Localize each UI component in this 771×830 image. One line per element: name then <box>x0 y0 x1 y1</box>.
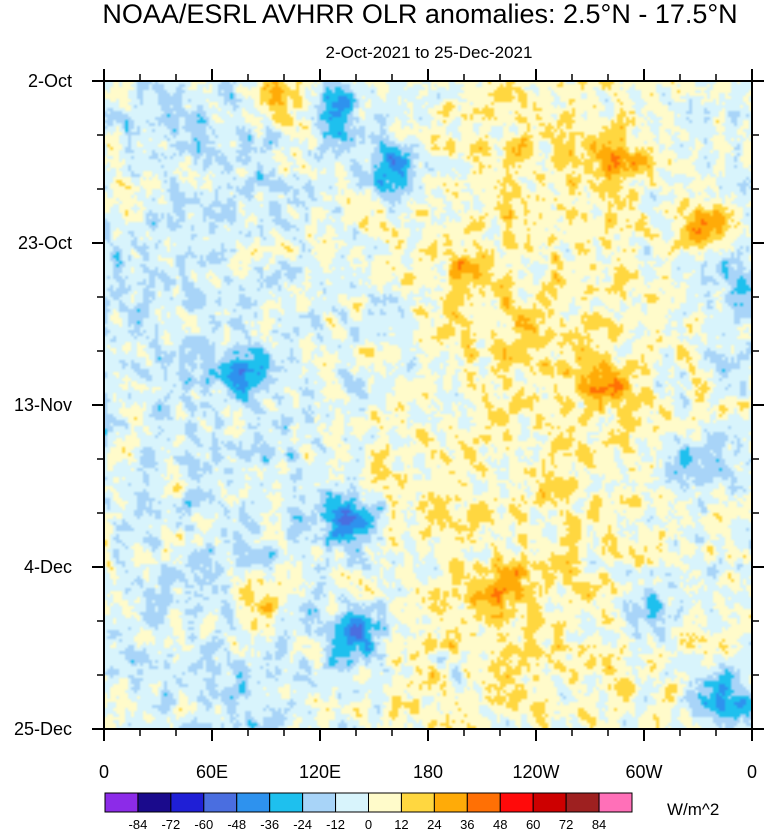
x-tick-label: 120W <box>512 762 559 782</box>
colorbar-units: W/m^2 <box>667 800 719 819</box>
y-tick-label: 25-Dec <box>14 719 72 739</box>
colorbar-tick-label: -24 <box>293 817 312 830</box>
y-tick-label: 23-Oct <box>18 233 72 253</box>
colorbar-swatch <box>499 792 534 813</box>
chart-title: NOAA/ESRL AVHRR OLR anomalies: 2.5°N - 1… <box>102 0 737 29</box>
y-tick-label: 2-Oct <box>28 71 72 91</box>
y-tick-label: 4-Dec <box>24 557 72 577</box>
colorbar-swatch <box>269 792 304 813</box>
x-tick-label: 60W <box>625 762 662 782</box>
x-axis: 0 60E 120E 180 120W 60W 0 <box>99 69 757 782</box>
colorbar-tick-label: -72 <box>161 817 180 830</box>
x-tick-label: 0 <box>99 762 109 782</box>
colorbar-swatch <box>104 792 139 813</box>
colorbar-tick-label: -12 <box>326 817 345 830</box>
colorbar-tick-label: -84 <box>129 817 148 830</box>
colorbar-swatch <box>532 792 567 813</box>
colorbar-swatch <box>400 792 435 813</box>
colorbar-swatch <box>433 792 468 813</box>
colorbar-swatch <box>598 792 633 813</box>
anomaly-field <box>104 81 752 729</box>
colorbar-tick-label: 0 <box>365 817 372 830</box>
colorbar-tick-label: 24 <box>427 817 441 830</box>
colorbar-tick-label: -60 <box>194 817 213 830</box>
colorbar-tick-label: 48 <box>493 817 507 830</box>
colorbar-swatch <box>236 792 271 813</box>
chart-subtitle: 2-Oct-2021 to 25-Dec-2021 <box>326 43 533 62</box>
colorbar-swatch <box>368 792 402 813</box>
colorbar-tick-label: 84 <box>592 817 606 830</box>
x-tick-label: 0 <box>747 762 757 782</box>
x-tick-label: 60E <box>196 762 228 782</box>
colorbar-tick-label: 12 <box>394 817 408 830</box>
colorbar-swatch <box>203 792 238 813</box>
plot-area <box>103 80 753 730</box>
colorbar-swatch <box>302 792 337 813</box>
colorbar-tick-label: 36 <box>460 817 474 830</box>
colorbar-swatch <box>170 792 205 813</box>
colorbar-swatch <box>335 792 369 813</box>
colorbar-tick-label: 60 <box>526 817 540 830</box>
colorbar-swatch <box>565 792 600 813</box>
y-axis: 2-Oct 23-Oct 13-Nov 4-Dec 25-Dec <box>14 71 764 739</box>
x-tick-label: 120E <box>299 762 341 782</box>
y-tick-label: 13-Nov <box>14 395 72 415</box>
colorbar-swatch <box>137 792 172 813</box>
colorbar-tick-label: 72 <box>559 817 573 830</box>
colorbar: -84 -72 -60 -48 -36 -24 -12 0 12 24 36 48 60 72 84 <box>104 792 633 830</box>
x-tick-label: 180 <box>413 762 443 782</box>
colorbar-tick-label: -36 <box>260 817 279 830</box>
colorbar-tick-label: -48 <box>227 817 246 830</box>
colorbar-swatch <box>466 792 501 813</box>
